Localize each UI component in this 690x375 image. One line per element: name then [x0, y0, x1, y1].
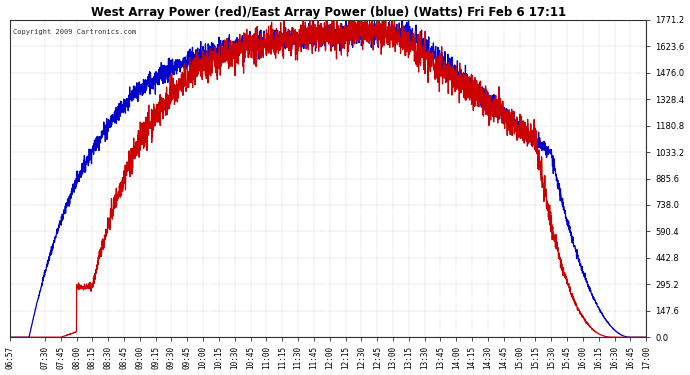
- Title: West Array Power (red)/East Array Power (blue) (Watts) Fri Feb 6 17:11: West Array Power (red)/East Array Power …: [90, 6, 566, 18]
- Text: Copyright 2009 Cartronics.com: Copyright 2009 Cartronics.com: [13, 29, 137, 35]
